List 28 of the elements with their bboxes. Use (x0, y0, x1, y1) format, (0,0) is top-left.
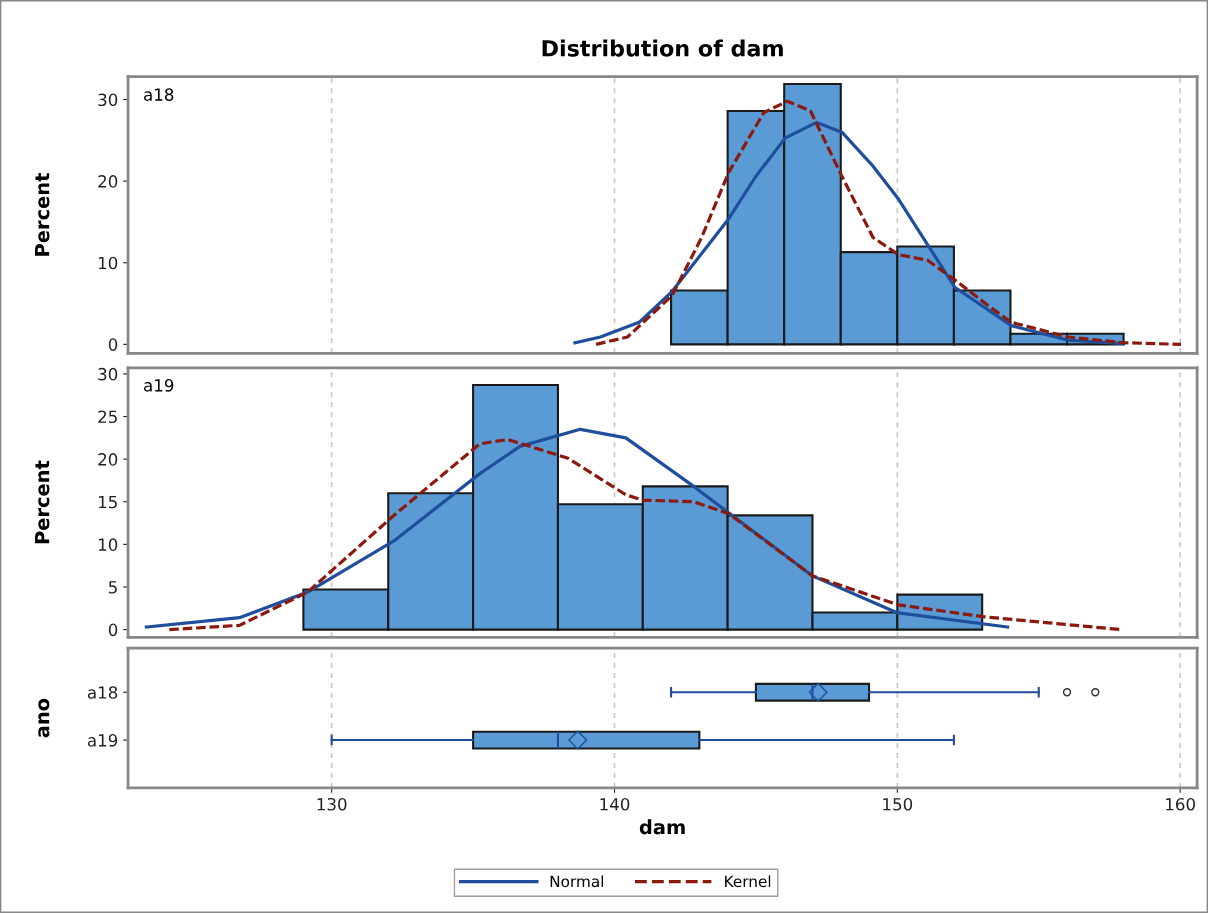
y-tick-label: 10 (98, 256, 118, 270)
y-tick-label: 0 (108, 623, 118, 637)
annotation: a18 (144, 88, 174, 101)
line-series (594, 99, 1183, 346)
y-tick-label: 15 (98, 495, 117, 509)
y-tick-label: 10 (98, 538, 118, 551)
y-axis-title: Percent (34, 460, 50, 544)
y-tick-label: 30 (98, 367, 118, 381)
y-tick-label: 5 (109, 581, 117, 594)
y-tick-label: 30 (98, 93, 118, 107)
x-tick-label: 160 (1166, 797, 1195, 811)
y-tick-label: 20 (98, 175, 118, 188)
y-axis-title: Percent (34, 173, 50, 256)
x-tick-label: 130 (317, 797, 347, 811)
x-tick-label: 140 (600, 797, 630, 811)
y-tick-label: 0 (108, 338, 118, 351)
y-tick-label: a19 (87, 734, 118, 747)
x-axis-title: dam (639, 819, 685, 835)
annotation: a19 (144, 379, 174, 392)
x-tick-label: 150 (883, 797, 913, 811)
legend-label: Normal (550, 875, 604, 888)
y-axis-title: ano (38, 698, 50, 738)
y-tick-label: 20 (98, 453, 118, 466)
chart-title: Distribution of dam (542, 39, 783, 57)
legend-label: Kernel (725, 875, 771, 888)
y-tick-label: a18 (87, 686, 118, 699)
line-series (573, 120, 1126, 346)
y-tick-label: 25 (98, 410, 117, 424)
